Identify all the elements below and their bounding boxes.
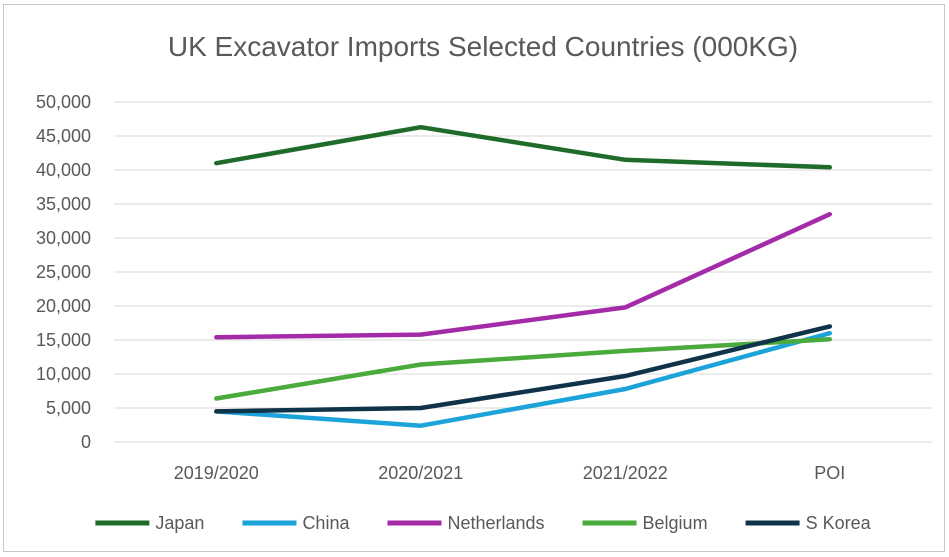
y-axis-ticks: 0 5,000 10,000 15,000 20,000 25,000 30,000 35,0… bbox=[36, 92, 91, 452]
y-tick-label: 35,000 bbox=[36, 194, 91, 214]
chart-area bbox=[3, 4, 945, 552]
x-axis-ticks: 2019/2020 2020/2021 2021/2022 POI bbox=[174, 463, 846, 483]
y-tick-label: 5,000 bbox=[46, 398, 91, 418]
y-tick-label: 40,000 bbox=[36, 160, 91, 180]
series-line-china bbox=[214, 330, 833, 428]
legend-item-china: China bbox=[242, 513, 350, 533]
legend-item-japan: Japan bbox=[95, 513, 204, 533]
y-tick-label: 15,000 bbox=[36, 330, 91, 350]
gridlines bbox=[114, 101, 932, 443]
y-tick-label: 45,000 bbox=[36, 126, 91, 146]
legend-label: Netherlands bbox=[447, 513, 544, 533]
series-line-s-korea bbox=[214, 324, 833, 414]
legend-label: Belgium bbox=[643, 513, 708, 533]
y-tick-label: 10,000 bbox=[36, 364, 91, 384]
series-lines bbox=[214, 124, 833, 428]
x-tick-label: POI bbox=[814, 463, 845, 483]
y-tick-label: 50,000 bbox=[36, 92, 91, 112]
y-tick-label: 0 bbox=[81, 432, 91, 452]
chart-title: UK Excavator Imports Selected Countries … bbox=[168, 31, 798, 62]
x-tick-label: 2019/2020 bbox=[174, 463, 259, 483]
y-tick-label: 30,000 bbox=[36, 228, 91, 248]
series-line-netherlands bbox=[214, 211, 833, 340]
x-tick-label: 2021/2022 bbox=[583, 463, 668, 483]
legend-item-netherlands: Netherlands bbox=[387, 513, 545, 533]
legend: Japan China Netherlands Belgium S Korea bbox=[95, 513, 872, 533]
series-line-belgium bbox=[214, 337, 833, 401]
series-line-japan bbox=[214, 124, 833, 170]
y-tick-label: 20,000 bbox=[36, 296, 91, 316]
legend-label: China bbox=[302, 513, 350, 533]
legend-item-s-korea: S Korea bbox=[745, 513, 872, 533]
legend-item-belgium: Belgium bbox=[582, 513, 708, 533]
y-tick-label: 25,000 bbox=[36, 262, 91, 282]
legend-label: S Korea bbox=[806, 513, 872, 533]
x-tick-label: 2020/2021 bbox=[378, 463, 463, 483]
legend-label: Japan bbox=[155, 513, 204, 533]
